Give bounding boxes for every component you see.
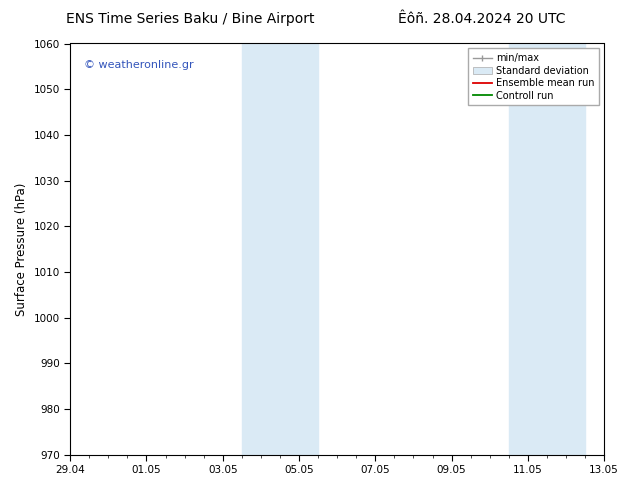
Bar: [242, 44, 318, 455]
Text: © weatheronline.gr: © weatheronline.gr: [84, 60, 193, 70]
Y-axis label: Surface Pressure (hPa): Surface Pressure (hPa): [15, 182, 28, 316]
Text: ENS Time Series Baku / Bine Airport: ENS Time Series Baku / Bine Airport: [66, 12, 314, 26]
Bar: [509, 44, 585, 455]
Legend: min/max, Standard deviation, Ensemble mean run, Controll run: min/max, Standard deviation, Ensemble me…: [468, 49, 599, 105]
Text: Êôñ. 28.04.2024 20 UTC: Êôñ. 28.04.2024 20 UTC: [398, 12, 566, 26]
